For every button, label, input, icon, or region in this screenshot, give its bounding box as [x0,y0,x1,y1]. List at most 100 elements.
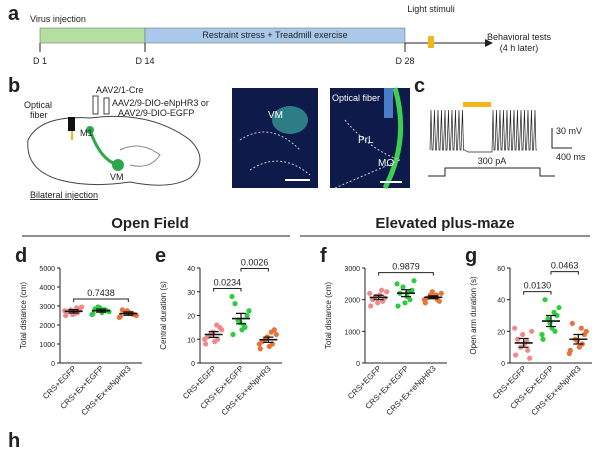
y-axis-label: Central duration (s) [159,281,168,350]
p-value: 0.0130 [524,281,552,291]
error-bar [236,312,246,325]
data-point [256,341,262,347]
error-bar [208,331,219,338]
x-tick-label: CRS+Ex+eNpHR3 [530,364,584,418]
data-point [436,298,442,304]
y-tick-label: 3000 [344,266,360,273]
y-tick-label: 5000 [39,266,55,273]
data-point [244,312,250,319]
error-bar [68,309,79,314]
data-point [116,314,122,320]
y-axis-label: Open arm duration (s) [469,276,478,355]
data-point [411,278,417,284]
fiber-implant [68,117,75,131]
y-tick-label: 60 [497,266,505,273]
data-point [230,331,236,338]
panel-label: d [15,245,27,267]
data-point [525,347,531,353]
x-tick-label: CRS+Ex+eNpHR3 [220,364,274,418]
error-bar [123,311,134,316]
panel-label: b [8,75,20,97]
error-bar [401,289,411,298]
data-point [212,339,218,345]
data-point [203,341,209,347]
brain-outline [27,115,201,186]
data-point [438,290,444,296]
y-tick-label: 0 [501,361,505,368]
virus-bar [39,27,146,44]
data-point [529,328,535,334]
signal [272,106,308,134]
data-point [581,331,587,338]
data-point [89,311,95,318]
light-mark [428,36,434,48]
day-label: D 1 [33,56,47,66]
p-value: 0.0463 [551,261,579,271]
error-bar [573,333,584,345]
x-tick-label: CRS+Ex+eNpHR3 [80,364,134,418]
error-bar [546,314,556,328]
p-value: 0.7438 [87,288,115,298]
outline [334,119,401,189]
y-tick-label: 3000 [39,304,55,311]
y-tick-label: 2000 [344,298,360,305]
data-point [395,303,401,309]
panel-label: a [8,3,20,25]
label: AAV2/9-DIO-EGFP [118,108,194,118]
data-point [273,331,279,338]
data-point [214,322,220,328]
data-point [569,320,575,327]
y-tick-label: 10 [187,337,195,344]
p-value: 0.9879 [392,262,420,272]
panel-label: c [414,75,425,97]
data-point [515,336,521,342]
label: 300 pA [478,156,507,166]
timeline-label: Light stimuli [407,4,455,14]
y-tick-label: 40 [497,298,505,305]
label: VM [110,172,124,182]
data-point [370,297,376,303]
data-point [551,309,557,315]
label: AAV2/1-Cre [96,85,143,95]
data-point [232,301,238,307]
micrograph [232,88,318,188]
data-point [241,322,247,328]
day-label: D 14 [135,56,154,66]
data-point [512,325,518,331]
panel-label: f [320,245,327,267]
comparison-bracket [240,268,269,272]
x-tick-label: CRS+Ex+eNpHR3 [385,364,439,418]
y-tick-label: 20 [187,314,195,321]
m1-site [86,126,94,134]
day-label: D 28 [395,56,414,66]
data-point [257,346,263,352]
error-bar [263,336,274,343]
data-point [566,350,572,357]
data-point [421,297,427,303]
timeline-label: Restraint stress + Treadmill exercise [202,30,347,40]
syringe [92,95,99,115]
label: AAV2/9-DIO-eNpHR3 or [112,98,209,108]
label: Bilateral injection [30,190,98,200]
data-point [394,281,400,287]
comparison-bracket [378,272,434,276]
y-tick-label: 30 [187,290,195,297]
data-point [239,327,245,333]
image-label: PrL [358,135,374,146]
data-point [229,293,235,300]
data-point [246,308,252,314]
scalebar [551,128,572,149]
syringe [103,97,110,115]
p-value: 0.0234 [214,278,242,288]
brain-detail [119,145,161,167]
data-point [578,325,584,331]
panel-label: g [465,245,477,267]
data-point [368,303,374,309]
error-bar [373,294,384,301]
data-point [539,331,545,338]
timeline-label: Virus injection [30,14,86,24]
y-tick-label: 0 [356,361,360,368]
data-point [429,289,435,295]
y-axis-label: Total distance (cm) [324,282,333,349]
